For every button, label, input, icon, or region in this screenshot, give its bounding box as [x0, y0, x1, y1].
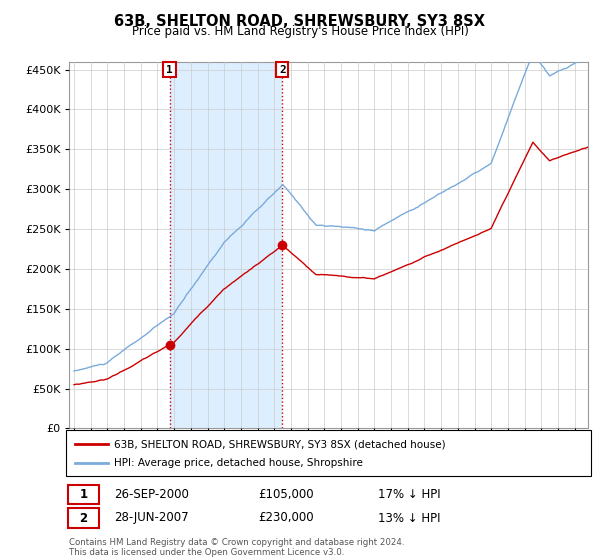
Text: 1: 1 — [79, 488, 88, 501]
Bar — [170, 62, 282, 428]
Text: 2: 2 — [279, 64, 286, 74]
Text: 26-SEP-2000: 26-SEP-2000 — [114, 488, 189, 501]
Text: 2: 2 — [79, 511, 88, 525]
Text: 17% ↓ HPI: 17% ↓ HPI — [378, 488, 440, 501]
Text: 63B, SHELTON ROAD, SHREWSBURY, SY3 8SX (detached house): 63B, SHELTON ROAD, SHREWSBURY, SY3 8SX (… — [114, 439, 446, 449]
Text: £105,000: £105,000 — [258, 488, 314, 501]
Text: 1: 1 — [166, 64, 173, 74]
Text: 13% ↓ HPI: 13% ↓ HPI — [378, 511, 440, 525]
Text: £230,000: £230,000 — [258, 511, 314, 525]
Text: HPI: Average price, detached house, Shropshire: HPI: Average price, detached house, Shro… — [114, 458, 363, 468]
Text: 28-JUN-2007: 28-JUN-2007 — [114, 511, 188, 525]
Text: Price paid vs. HM Land Registry's House Price Index (HPI): Price paid vs. HM Land Registry's House … — [131, 25, 469, 38]
Text: Contains HM Land Registry data © Crown copyright and database right 2024.
This d: Contains HM Land Registry data © Crown c… — [69, 538, 404, 557]
Text: 63B, SHELTON ROAD, SHREWSBURY, SY3 8SX: 63B, SHELTON ROAD, SHREWSBURY, SY3 8SX — [115, 14, 485, 29]
